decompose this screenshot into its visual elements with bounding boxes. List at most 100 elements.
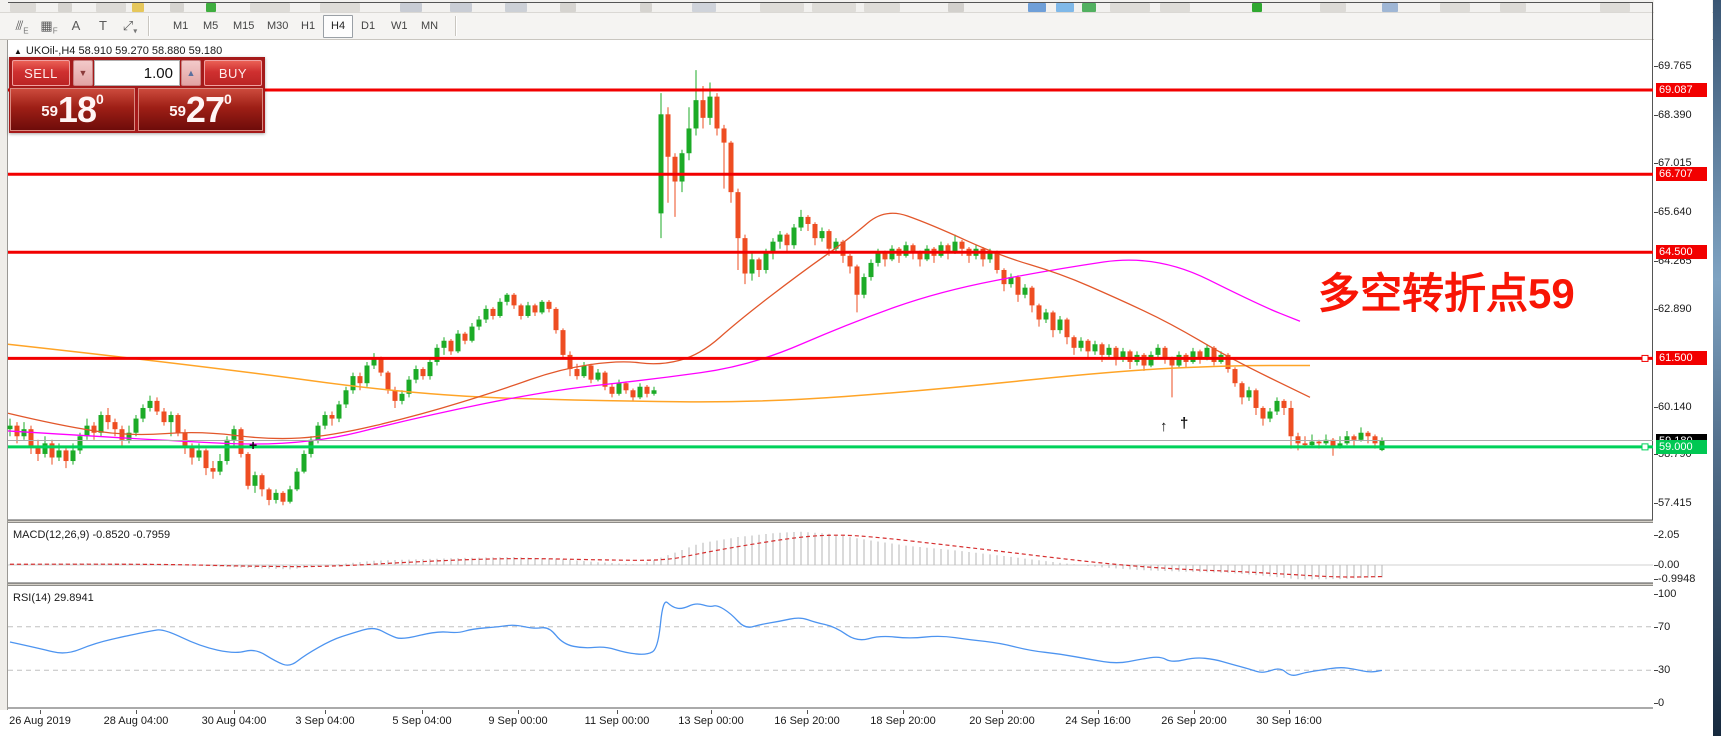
toolbar-icon[interactable] xyxy=(96,3,126,12)
toolbar-icon[interactable] xyxy=(1500,3,1526,12)
price-axis[interactable]: 69.765 68.390 67.015 65.640 64.265 62.890 60.1… xyxy=(1654,0,1712,709)
toolbar-icon[interactable] xyxy=(132,3,144,12)
time-axis-label: 30 Aug 04:00 xyxy=(201,715,267,727)
timeframe-d1[interactable]: D1 xyxy=(361,20,376,32)
time-tick-mark xyxy=(1098,710,1099,714)
sell-price-big: 18 xyxy=(57,89,97,130)
toolbar-icon[interactable] xyxy=(1028,3,1046,12)
toolbar-icon[interactable] xyxy=(1110,3,1150,12)
axis-tick-mark xyxy=(1654,66,1658,67)
ma_fast-line xyxy=(7,212,1311,440)
timeframe-m1[interactable]: M1 xyxy=(173,20,189,32)
sell-price-quote[interactable]: 59180 xyxy=(10,88,135,131)
price-tick-label: 65.640 xyxy=(1658,205,1692,218)
toolbar-icon[interactable] xyxy=(1440,3,1470,12)
toolbar-icon[interactable] xyxy=(170,3,184,12)
chart-object-marker[interactable]: † xyxy=(1180,415,1189,432)
price-level-label: 61.500 xyxy=(1656,351,1707,366)
chart-object-marker[interactable]: ↑ xyxy=(1160,418,1168,435)
window-edge-strip xyxy=(1713,0,1721,736)
buy-button[interactable]: BUY xyxy=(204,60,262,86)
cycle-lines-icon[interactable]: ⤢▾ xyxy=(122,18,138,36)
sell-button[interactable]: SELL xyxy=(12,60,70,86)
toolbar-icon[interactable] xyxy=(505,3,527,12)
volume-decrease-button[interactable]: ▼ xyxy=(73,60,93,86)
toolbar-icon[interactable] xyxy=(1320,3,1346,12)
timeframe-h4[interactable]: H4 xyxy=(323,15,354,38)
toolbar-icon[interactable] xyxy=(760,3,804,12)
toolbar-icon[interactable] xyxy=(1382,3,1398,12)
time-tick-mark xyxy=(518,710,519,714)
timeframe-mn[interactable]: MN xyxy=(421,20,439,32)
time-tick-mark xyxy=(422,710,423,714)
time-tick-mark xyxy=(234,710,235,714)
toolbar-icon[interactable] xyxy=(1160,3,1190,12)
axis-tick-mark xyxy=(1654,670,1658,672)
rsi-pane-splitter[interactable] xyxy=(8,583,1653,586)
time-tick-mark xyxy=(1289,710,1290,714)
sell-price-small: 59 xyxy=(41,103,58,120)
macd-axis-label: -0.9948 xyxy=(1658,573,1696,586)
buy-price-sup: 0 xyxy=(223,91,232,107)
macd-indicator-label: MACD(12,26,9) -0.8520 -0.7959 xyxy=(13,529,171,541)
toolbar-icon[interactable] xyxy=(10,3,36,12)
axis-tick-mark xyxy=(1654,535,1658,537)
macd-pane-splitter[interactable] xyxy=(8,520,1653,523)
toolbar-icon[interactable] xyxy=(1252,3,1262,12)
timeframe-m15[interactable]: M15 xyxy=(233,20,255,32)
toolbar-icon[interactable] xyxy=(58,3,72,12)
timeframe-h1[interactable]: H1 xyxy=(301,20,316,32)
timeframe-m30[interactable]: M30 xyxy=(267,20,289,32)
styles-icon[interactable]: ⫻E xyxy=(15,18,29,36)
text-label-icon[interactable]: A xyxy=(71,18,81,33)
axis-tick-mark xyxy=(1654,163,1658,165)
buy-price-quote[interactable]: 59270 xyxy=(138,88,263,131)
rsi-axis-label: 70 xyxy=(1658,620,1671,633)
toolbar-icon[interactable] xyxy=(206,3,216,12)
grid-icon[interactable]: ▦F xyxy=(40,18,58,36)
volume-input[interactable] xyxy=(94,60,180,86)
timeframe-w1[interactable]: W1 xyxy=(391,20,408,32)
axis-tick-mark xyxy=(1654,502,1658,504)
toolbar-icon[interactable] xyxy=(1082,3,1096,12)
price-tick-label: 62.890 xyxy=(1658,303,1692,316)
volume-increase-button[interactable]: ▲ xyxy=(181,60,201,86)
axis-tick-mark xyxy=(1654,406,1658,408)
axis-tick-mark xyxy=(1654,454,1658,456)
toolbar-icon[interactable] xyxy=(450,3,472,12)
chart-text-annotation[interactable]: 多空转折点59 xyxy=(1318,270,1575,317)
toolbar-icon[interactable] xyxy=(400,3,422,12)
toolbar-icon[interactable] xyxy=(692,3,716,12)
price-level-label: 69.087 xyxy=(1656,83,1707,97)
toolbar-icon[interactable] xyxy=(1056,3,1074,12)
toolbar-icon[interactable] xyxy=(1600,3,1630,12)
toolbar-icon[interactable] xyxy=(640,3,652,12)
timeframe-m5[interactable]: M5 xyxy=(203,20,219,32)
buy-price-small: 59 xyxy=(169,103,186,120)
rsi-axis-label: 0 xyxy=(1658,697,1665,709)
line-drag-handle xyxy=(1641,354,1649,362)
price-tick-label: 60.140 xyxy=(1658,400,1692,413)
top-toolbar-strip xyxy=(0,0,1721,13)
time-tick-mark xyxy=(711,710,712,714)
chart-title: ▲ UKOil-,H4 58.910 59.270 58.880 59.180 xyxy=(14,45,222,57)
text-box-icon[interactable]: T xyxy=(99,18,107,33)
toolbar-icon[interactable] xyxy=(320,3,360,12)
time-tick-mark xyxy=(807,710,808,714)
time-axis[interactable]: 26 Aug 2019 28 Aug 04:00 30 Aug 04:00 3 Sep… xyxy=(0,710,1713,736)
buy-price-big: 27 xyxy=(185,89,225,130)
toolbar-icon[interactable] xyxy=(812,3,856,12)
chart-window xyxy=(0,40,1713,736)
macd-axis-label: 0.00 xyxy=(1658,559,1680,571)
time-axis-label: 5 Sep 04:00 xyxy=(392,715,452,727)
axis-tick-mark xyxy=(1654,626,1658,628)
time-axis-label: 28 Aug 04:00 xyxy=(103,715,169,727)
toolbar-icon[interactable] xyxy=(250,3,290,12)
collapse-triangle-icon[interactable]: ▲ xyxy=(14,47,22,56)
toolbar-icon[interactable] xyxy=(560,3,576,12)
chart-object-marker[interactable]: + xyxy=(249,437,258,453)
toolbar-icon[interactable] xyxy=(948,3,964,12)
toolbar-icon[interactable] xyxy=(864,3,900,12)
rsi-pane xyxy=(8,601,1653,676)
